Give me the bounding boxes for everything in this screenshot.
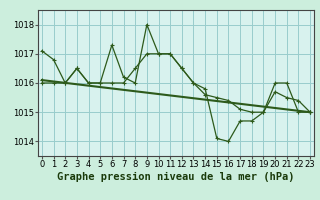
- X-axis label: Graphe pression niveau de la mer (hPa): Graphe pression niveau de la mer (hPa): [57, 172, 295, 182]
